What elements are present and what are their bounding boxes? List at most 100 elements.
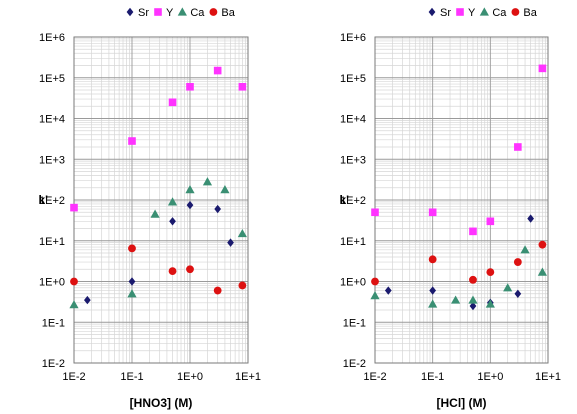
y-axis-label: k'	[339, 193, 349, 207]
y-tick-label: 1E+3	[39, 154, 65, 166]
legend: Sr Y Ca Ba	[428, 7, 538, 19]
data-point-sr	[186, 200, 194, 210]
series-y	[70, 66, 247, 212]
series-ba	[371, 240, 547, 286]
data-point-ba	[168, 267, 177, 275]
legend-marker-y	[154, 8, 162, 16]
data-point-ba	[428, 255, 437, 264]
data-point-ba	[538, 240, 547, 249]
data-point-ca	[451, 295, 461, 304]
y-tick-label: 1E+2	[340, 195, 366, 207]
data-point-ca	[202, 177, 213, 186]
y-tick-label: 1E+2	[39, 195, 65, 207]
legend-label-ca: Ca	[492, 7, 507, 19]
y-tick-label: 1E+0	[39, 277, 65, 289]
series-ca	[370, 245, 548, 308]
y-tick-label: 1E+3	[340, 154, 366, 166]
series-ba	[70, 244, 247, 295]
x-tick-label: 1E-1	[421, 371, 444, 383]
legend-label-y: Y	[166, 7, 174, 19]
data-point-ca	[150, 209, 160, 218]
data-point-ba	[513, 258, 522, 266]
chart-panel-2: 1E-2 1E-1 1E+0 1E+1 1E+2 1E+3 1E+4 1E+5 1E+6 1E-2…	[339, 7, 561, 410]
data-point-ca	[428, 299, 438, 308]
legend-label-ba: Ba	[221, 7, 235, 19]
y-tick-label: 1E-1	[42, 317, 65, 329]
data-point-y	[213, 66, 222, 75]
legend-marker-ba	[209, 8, 218, 16]
data-point-ba	[70, 277, 78, 286]
data-point-ba	[371, 277, 379, 286]
x-tick-label: 1E+1	[535, 371, 561, 383]
data-point-ca	[167, 197, 178, 206]
data-point-y	[238, 82, 247, 91]
data-point-ca	[520, 245, 530, 254]
data-point-y	[70, 203, 78, 212]
plot-frame	[73, 36, 249, 364]
data-point-ba	[469, 275, 477, 284]
data-point-ca	[370, 291, 380, 300]
data-point-sr	[128, 277, 136, 286]
x-tick-label: 1E+1	[235, 371, 261, 383]
data-point-ca	[127, 289, 137, 298]
data-point-ba	[186, 265, 194, 274]
data-point-ca	[468, 295, 478, 304]
data-point-y	[168, 98, 177, 107]
y-tick-label: 1E+5	[39, 73, 65, 85]
y-tick-label: 1E+4	[340, 114, 366, 126]
data-point-ca	[503, 283, 513, 292]
grid	[374, 36, 549, 364]
y-tick-label: 1E-2	[42, 358, 65, 370]
y-tick-label: 1E+6	[340, 32, 366, 44]
x-axis-label: [HCl] (M)	[437, 396, 487, 410]
series-sr	[84, 200, 234, 305]
data-point-sr	[227, 238, 234, 247]
y-tick-label: 1E+4	[39, 114, 65, 126]
x-tick-label: 1E+0	[477, 371, 503, 383]
series-ca	[69, 177, 247, 309]
data-point-ca	[69, 300, 79, 309]
legend-label-ba: Ba	[523, 7, 537, 19]
y-axis-label: k'	[38, 193, 48, 207]
y-tick-label: 1E-2	[343, 358, 366, 370]
data-point-sr	[384, 286, 392, 295]
data-point-sr	[469, 301, 477, 311]
legend: Sr Y Ca Ba	[126, 7, 236, 19]
y-tick-label: 1E+1	[340, 236, 366, 248]
legend-marker-sr	[428, 7, 436, 17]
data-point-ca	[485, 299, 495, 308]
data-point-ba	[128, 244, 136, 253]
legend-label-sr: Sr	[440, 7, 451, 19]
data-point-ba	[213, 286, 222, 295]
data-point-ba	[238, 281, 247, 290]
legend-label-sr: Sr	[138, 7, 149, 19]
chart-panel-1: 1E-2 1E-1 1E+0 1E+1 1E+2 1E+3 1E+4 1E+5 1E+6 1E-2…	[38, 7, 261, 410]
plot-frame	[374, 36, 549, 364]
data-point-y	[538, 64, 547, 73]
x-tick-label: 1E-2	[363, 371, 386, 383]
data-point-sr	[527, 214, 535, 223]
y-tick-label: 1E+0	[340, 277, 366, 289]
data-point-y	[128, 137, 136, 145]
x-axis-label: [HNO3] (M)	[130, 396, 193, 410]
series-y	[371, 64, 547, 236]
data-point-y	[469, 227, 477, 236]
data-point-ca	[237, 228, 247, 238]
data-point-y	[428, 208, 437, 217]
legend-marker-sr	[126, 7, 134, 17]
data-point-ca	[185, 184, 195, 194]
legend-marker-ca	[479, 7, 489, 16]
data-point-sr	[169, 217, 176, 226]
legend-marker-ca	[177, 7, 187, 16]
data-point-sr	[429, 286, 437, 295]
data-point-sr	[514, 289, 522, 298]
y-tick-label: 1E+6	[39, 32, 65, 44]
data-point-y	[486, 217, 495, 226]
legend-marker-y	[456, 8, 464, 16]
data-point-y	[186, 82, 194, 91]
data-point-ba	[486, 268, 495, 277]
y-tick-label: 1E+5	[340, 73, 366, 85]
data-point-ca	[220, 184, 230, 194]
data-point-sr	[214, 204, 222, 214]
